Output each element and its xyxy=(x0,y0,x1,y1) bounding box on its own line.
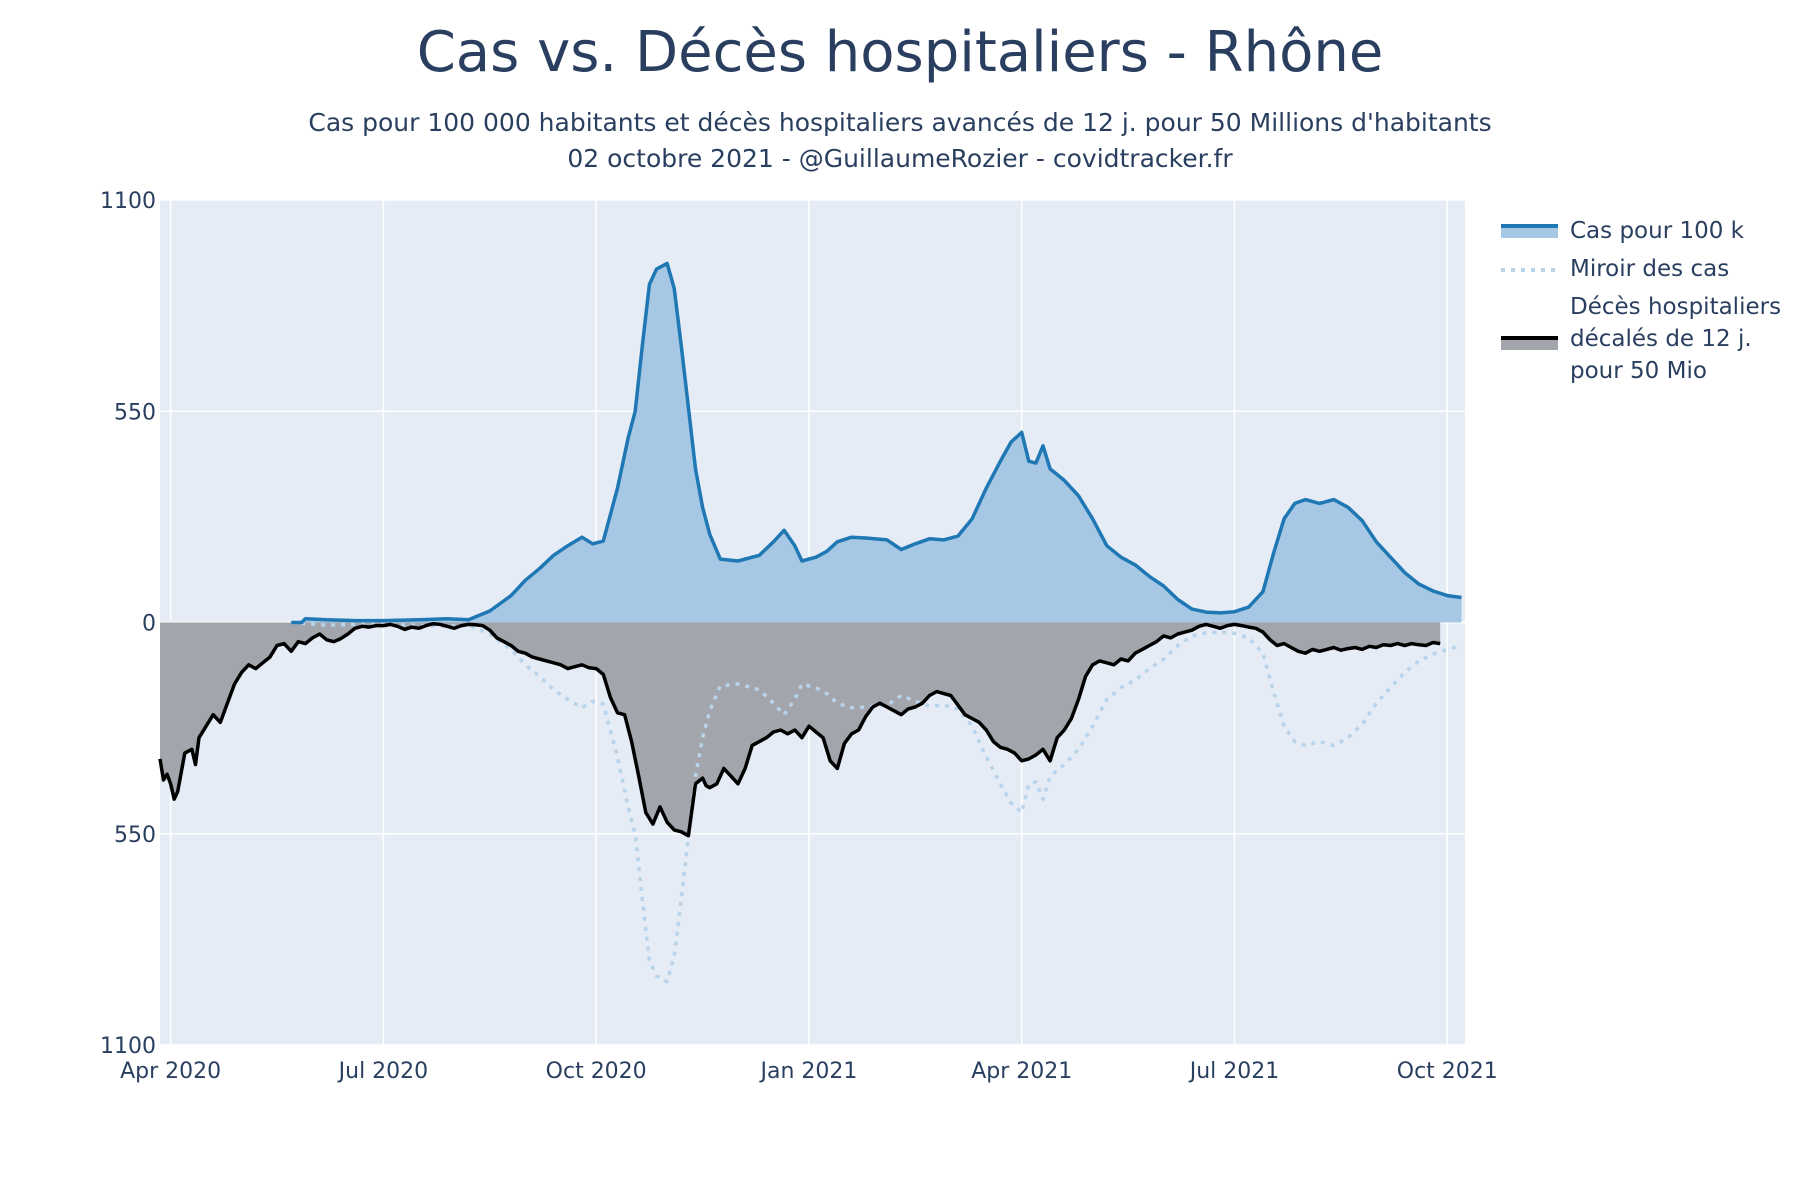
deaths-area xyxy=(160,622,1441,836)
y-tick-label: 0 xyxy=(142,612,156,637)
x-tick-label: Jul 2021 xyxy=(1188,1059,1280,1084)
x-tick-label: Oct 2021 xyxy=(1397,1059,1498,1084)
deaths-line xyxy=(158,621,1441,838)
chart-subtitle-line2: 02 octobre 2021 - @GuillaumeRozier - cov… xyxy=(567,144,1233,173)
x-tick-label: Jan 2021 xyxy=(759,1059,858,1084)
legend-swatch-cases-fill xyxy=(1501,226,1558,238)
legend-label-deaths-line2: décalés de 12 j. xyxy=(1570,326,1752,352)
x-tick-label: Jul 2020 xyxy=(337,1059,429,1084)
legend[interactable]: Cas pour 100 k Miroir des cas Décès hosp… xyxy=(1501,218,1781,384)
chart-title: Cas vs. Décès hospitaliers - Rhône xyxy=(416,20,1384,85)
series-lines xyxy=(158,261,1462,984)
x-tick-label: Apr 2020 xyxy=(120,1059,221,1084)
area-fills xyxy=(160,263,1462,836)
legend-label-mirror: Miroir des cas xyxy=(1570,256,1729,282)
chart-subtitle-line1: Cas pour 100 000 habitants et décès hosp… xyxy=(308,108,1492,137)
y-tick-label: 1100 xyxy=(100,1034,156,1059)
y-tick-label: 550 xyxy=(114,823,156,848)
mirror-line xyxy=(291,620,1462,984)
legend-swatch-deaths-fill xyxy=(1501,338,1558,350)
x-tick-label: Oct 2020 xyxy=(546,1059,647,1084)
y-tick-label: 1100 xyxy=(100,189,156,214)
legend-label-deaths-line3: pour 50 Mio xyxy=(1570,358,1707,384)
legend-label-cases: Cas pour 100 k xyxy=(1570,218,1745,244)
y-tick-label: 550 xyxy=(114,400,156,425)
x-tick-label: Apr 2021 xyxy=(971,1059,1072,1084)
cases-line xyxy=(291,261,1462,625)
cases-area xyxy=(291,263,1462,623)
legend-label-deaths-line1: Décès hospitaliers xyxy=(1570,294,1781,320)
